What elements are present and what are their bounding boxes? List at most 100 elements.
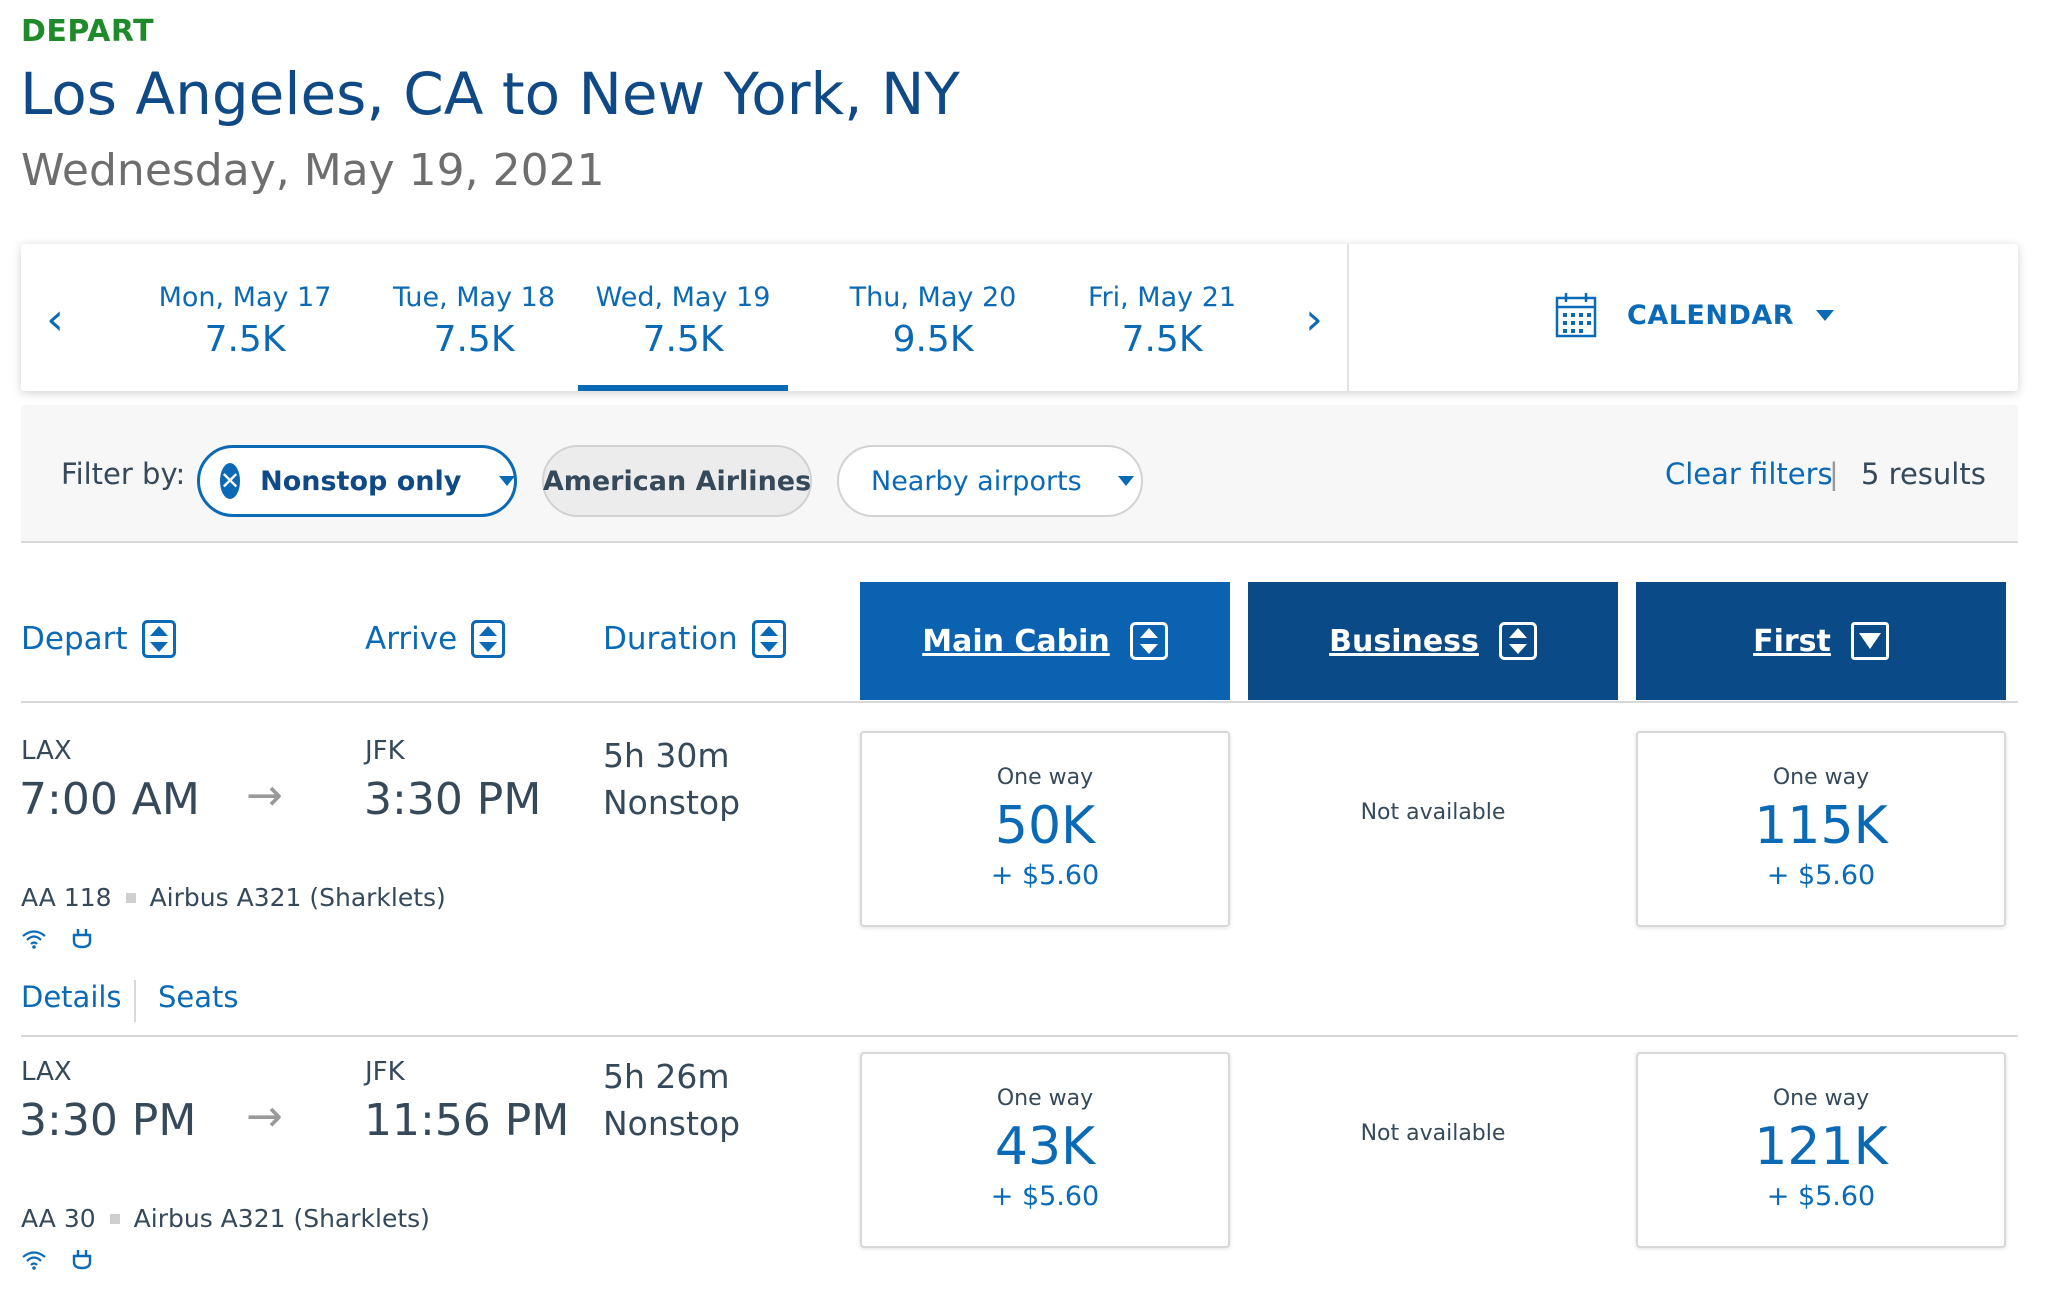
arrow-right-icon: → [246,1091,283,1142]
main-cabin-price-card[interactable]: One way 43K + $5.60 [860,1052,1230,1248]
fare-type-label: One way [1772,1086,1870,1111]
row-divider [21,1035,2018,1037]
nonstop-filter-label: Nonstop only [260,465,462,497]
sort-icon [1129,622,1168,660]
origin-code: LAX [21,736,72,766]
sort-arrive-button[interactable]: Arrive [365,620,506,658]
fare-miles: 121K [1754,1117,1888,1177]
destination-code: JFK [365,736,405,766]
flight-meta: AA 118 Airbus A321 (Sharklets) [21,883,446,912]
date-option-may-17[interactable]: Mon, May 17 7.5K [140,282,350,360]
airline-filter-label: American Airlines [542,465,812,497]
sort-icon [1498,622,1537,660]
link-separator [134,980,136,1022]
sort-business-button[interactable]: Business [1248,582,1618,700]
sort-first-button[interactable]: First [1636,582,2006,700]
fare-tax: + $5.60 [1766,1181,1876,1212]
arrive-time: 3:30 PM [364,774,542,825]
date-option-label: Tue, May 18 [392,282,556,313]
first-price-card[interactable]: One way 115K + $5.60 [1636,731,2006,927]
arrive-time: 11:56 PM [364,1095,570,1146]
date-option-may-18[interactable]: Tue, May 18 7.5K [369,282,579,360]
wifi-icon [22,930,46,949]
fare-tax: + $5.60 [990,1181,1100,1212]
fare-type-label: One way [996,765,1094,790]
date-option-may-20[interactable]: Thu, May 20 9.5K [828,282,1038,360]
filter-bar: Filter by: ✕ Nonstop only American Airli… [21,405,2018,543]
fare-miles: 115K [1754,796,1888,856]
divider [1347,244,1349,391]
calendar-label: CALENDAR [1627,299,1795,331]
divider [21,701,2018,703]
fare-type-label: One way [996,1086,1094,1111]
business-label: Business [1329,623,1479,659]
fare-tax: + $5.60 [990,860,1100,891]
chevron-right-icon[interactable]: › [1305,294,1323,345]
depart-time: 7:00 AM [19,774,200,825]
flight-number: AA 30 [21,1204,96,1233]
power-outlet-icon [72,1250,92,1270]
amenities [21,1249,117,1271]
page-title: Los Angeles, CA to New York, NY [20,60,960,128]
date-option-price: 7.5K [642,319,724,360]
first-price-card[interactable]: One way 121K + $5.60 [1636,1052,2006,1248]
flight-number: AA 118 [21,883,112,912]
main-cabin-label: Main Cabin [922,623,1110,659]
arrow-right-icon: → [246,770,283,821]
separator: | [1829,457,1839,491]
date-option-label: Fri, May 21 [1087,282,1237,313]
destination-code: JFK [365,1057,405,1087]
date-option-label: Thu, May 20 [849,282,1017,313]
sort-icon [471,620,506,658]
close-icon[interactable]: ✕ [220,463,241,499]
first-label: First [1753,623,1831,659]
flight-meta: AA 30 Airbus A321 (Sharklets) [21,1204,430,1233]
fare-miles: 43K [994,1117,1096,1177]
clear-filters-link[interactable]: Clear filters [1665,457,1833,491]
nearby-airports-dropdown[interactable]: Nearby airports [837,445,1143,517]
section-label: DEPART [21,14,155,49]
flight-duration: 5h 26m [603,1057,730,1096]
main-cabin-price-card[interactable]: One way 50K + $5.60 [860,731,1230,927]
date-selector: ‹ Mon, May 17 7.5K Tue, May 18 7.5K Wed,… [21,244,2018,391]
sort-duration-label: Duration [603,621,738,657]
sort-main-cabin-button[interactable]: Main Cabin [860,582,1230,700]
separator-dot [109,1213,120,1224]
calendar-button[interactable]: CALENDAR [1555,292,1835,338]
filter-label: Filter by: [61,457,186,491]
flight-stops: Nonstop [603,1104,741,1143]
fare-tax: + $5.60 [1766,860,1876,891]
sort-depart-label: Depart [21,621,128,657]
sort-icon [751,620,786,658]
date-option-label: Mon, May 17 [158,282,332,313]
sort-duration-button[interactable]: Duration [603,620,786,658]
date-option-may-21[interactable]: Fri, May 21 7.5K [1057,282,1267,360]
sort-depart-button[interactable]: Depart [21,620,176,658]
origin-code: LAX [21,1057,72,1087]
flight-stops: Nonstop [603,783,741,822]
date-option-label: Wed, May 19 [595,282,771,313]
details-link[interactable]: Details [21,980,122,1014]
fare-miles: 50K [994,796,1096,856]
business-not-available: Not available [1360,800,1506,825]
airline-filter-chip[interactable]: American Airlines [542,445,812,517]
sort-icon [141,620,176,658]
caret-down-icon [499,476,516,486]
aircraft-type: Airbus A321 (Sharklets) [133,1204,430,1233]
seats-link[interactable]: Seats [158,980,239,1014]
date-option-price: 7.5K [433,319,515,360]
travel-date: Wednesday, May 19, 2021 [21,145,605,196]
nearby-airports-label: Nearby airports [871,465,1082,497]
amenities [21,928,117,950]
business-not-available: Not available [1360,1121,1506,1146]
fare-type-label: One way [1772,765,1870,790]
separator-dot [125,892,136,903]
date-option-may-19[interactable]: Wed, May 19 7.5K [578,282,788,391]
calendar-icon [1555,293,1597,338]
sort-arrive-label: Arrive [365,621,458,657]
chevron-left-icon[interactable]: ‹ [46,294,64,345]
nonstop-filter-chip[interactable]: ✕ Nonstop only [197,445,517,517]
date-option-price: 9.5K [892,319,974,360]
date-option-price: 7.5K [1121,319,1203,360]
aircraft-type: Airbus A321 (Sharklets) [149,883,446,912]
